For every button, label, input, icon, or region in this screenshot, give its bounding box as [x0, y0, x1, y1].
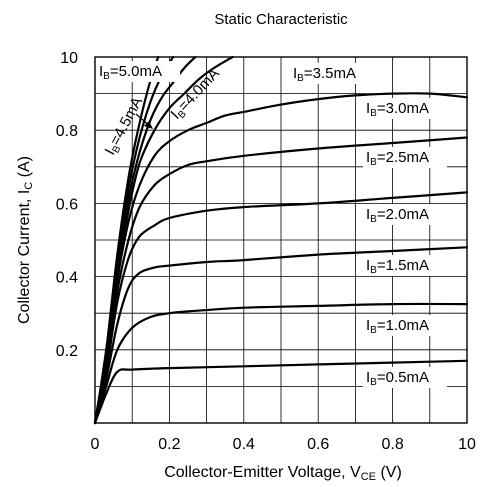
- x-tick-label: 0: [91, 436, 100, 453]
- x-tick-label: 0.8: [381, 436, 403, 453]
- curve-ib-1.5mA: [93, 246, 469, 425]
- x-tick-label: 0.6: [307, 436, 329, 453]
- y-tick-label: 0.4: [56, 270, 78, 287]
- plot-frame: [94, 56, 468, 424]
- y-tick-label: 10: [60, 50, 78, 67]
- curve-ib-3.0mA: [93, 92, 469, 425]
- label-arrow-head: [144, 121, 153, 129]
- curve-label-ib: IB=5.0mA: [99, 63, 162, 82]
- curve-label-background: [363, 204, 447, 225]
- curve-ib-2.5mA: [93, 136, 469, 425]
- x-tick-label: 10: [458, 436, 476, 453]
- curve-label-background: [363, 315, 447, 336]
- curve-label-ib: IB=1.0mA: [366, 317, 429, 336]
- chart-title: Static Characteristic: [214, 11, 348, 28]
- curve-label-ib: IB=3.5mA: [293, 65, 356, 84]
- y-axis-label: Collector Current, IC (A): [16, 156, 35, 324]
- curve-label-background: [363, 147, 447, 168]
- x-tick-label: 0.2: [158, 436, 180, 453]
- tick-labels: 0 0.2 0.4 0.6 0.8 10 0.2 0.4 0.6 0.8 10: [56, 50, 476, 453]
- curve-label-ib: IB=0.5mA: [366, 369, 429, 388]
- curve-label-ib: IB=3.0mA: [366, 100, 429, 119]
- x-tick-label: 0.4: [233, 436, 255, 453]
- y-tick-label: 0.6: [56, 196, 78, 213]
- curve-ib-0.5mA: [93, 359, 469, 425]
- curve-label-ib: IB=2.0mA: [366, 206, 429, 225]
- curve-label-background: [96, 61, 180, 82]
- curve-label-ib: IB=2.5mA: [366, 149, 429, 168]
- curve-label-background: [363, 255, 447, 276]
- curve-label-ib: IB=1.5mA: [366, 257, 429, 276]
- curve-label-background: [363, 367, 447, 388]
- y-tick-label: 0.8: [56, 123, 78, 140]
- y-tick-label: 0.2: [56, 343, 78, 360]
- curve-ib-2.0mA: [93, 191, 469, 425]
- curve-label-background: [290, 63, 374, 84]
- curve-ib-1.0mA: [93, 302, 469, 425]
- curve-label-background: [363, 98, 447, 119]
- x-axis-label: Collector-Emitter Voltage, VCE (V): [164, 464, 402, 483]
